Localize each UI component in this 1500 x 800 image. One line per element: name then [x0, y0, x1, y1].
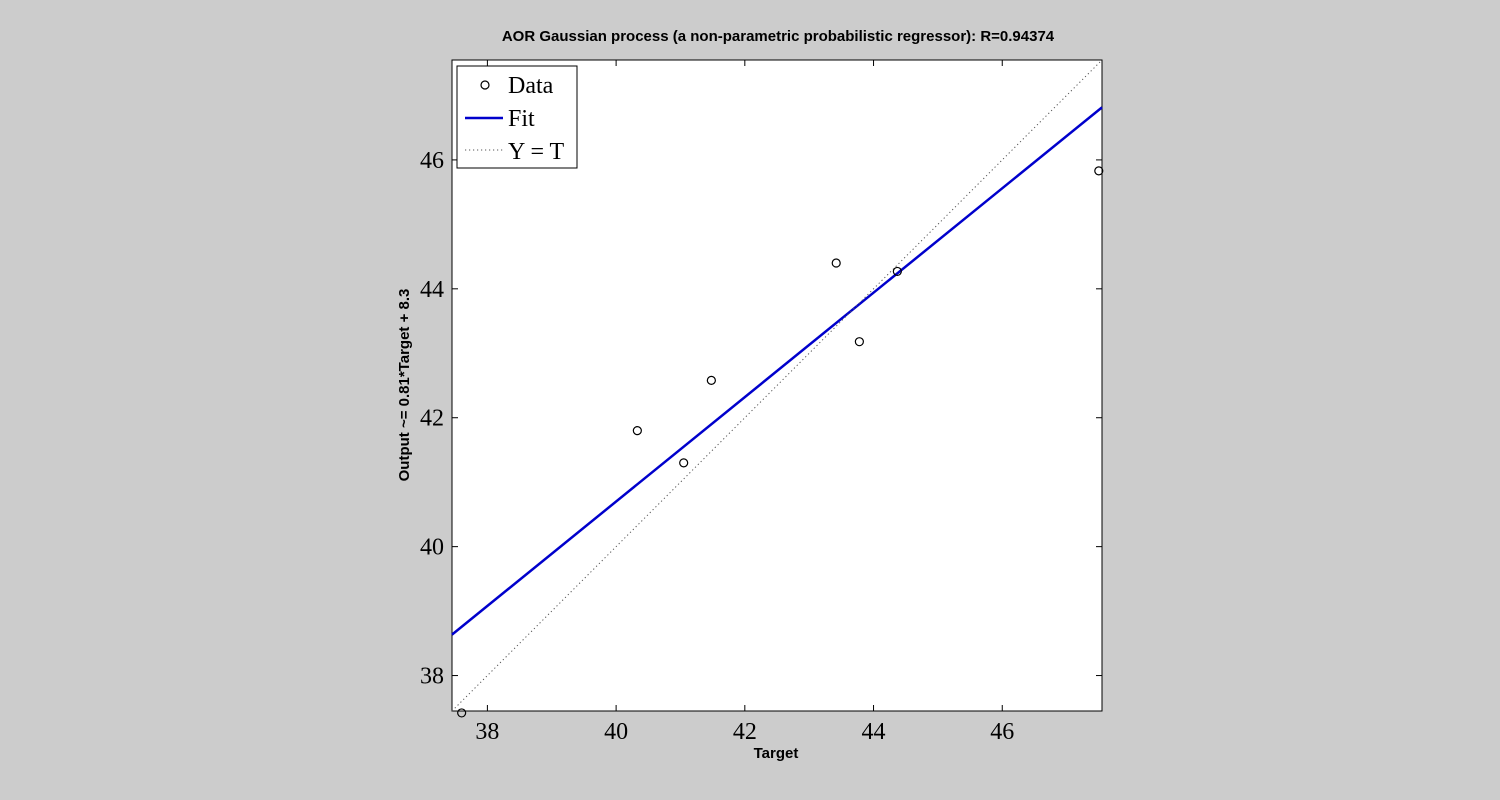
y-tick-label: 46 [420, 148, 444, 174]
x-tick-label: 42 [733, 719, 757, 745]
data-point [892, 266, 902, 277]
data-point [457, 708, 467, 718]
data-point [632, 426, 642, 436]
y-axis-label: Output ~= 0.81*Target + 8.3 [396, 289, 413, 482]
legend-label-fit: Fit [508, 106, 535, 132]
y-tick-label: 40 [420, 535, 444, 561]
x-tick-label: 40 [604, 719, 628, 745]
legend-data-marker [480, 80, 490, 90]
y-tick-label: 44 [420, 277, 444, 303]
data-points [457, 166, 1104, 718]
data-point [679, 458, 689, 468]
data-point [1094, 166, 1104, 176]
data-point [854, 337, 864, 347]
x-tick-label: 46 [990, 719, 1014, 745]
data-point [831, 258, 841, 268]
chart-title: AOR Gaussian process (a non-parametric p… [502, 28, 1055, 45]
fit-line [451, 106, 1103, 636]
legend-label-data: Data [508, 73, 554, 99]
axis-ticks: 38 40 42 44 46 38 40 42 44 46 [420, 60, 1102, 745]
x-tick-label: 44 [862, 719, 886, 745]
series-lines [451, 59, 1103, 712]
y-tick-label: 42 [420, 406, 444, 432]
legend: Data Fit Y = T [456, 65, 578, 169]
x-tick-label: 38 [475, 719, 499, 745]
y-tick-label: 38 [420, 664, 444, 690]
x-axis-label: Target [754, 745, 799, 762]
legend-label-identity: Y = T [508, 139, 565, 165]
data-point [706, 375, 716, 385]
